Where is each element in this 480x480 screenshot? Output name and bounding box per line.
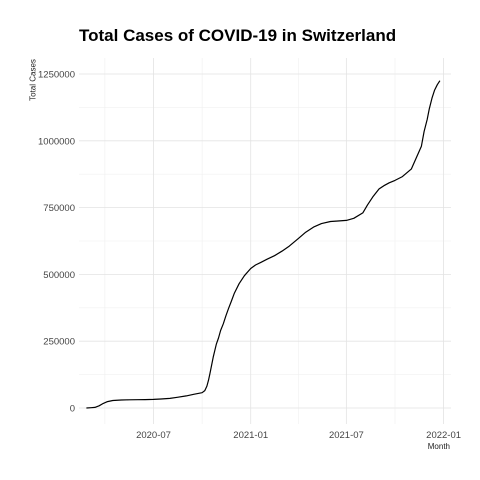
y-tick-label: 250000 xyxy=(43,337,75,348)
y-tick-label: 0 xyxy=(70,403,75,414)
x-tick-label: 2021-01 xyxy=(233,430,268,441)
y-tick-label: 750000 xyxy=(43,203,75,214)
x-tick-label: 2021-07 xyxy=(329,430,364,441)
y-tick-label: 1000000 xyxy=(38,136,75,147)
x-tick-label: 2022-01 xyxy=(426,430,461,441)
x-tick-label: 2020-07 xyxy=(136,430,171,441)
chart-title: Total Cases of COVID-19 in Switzerland xyxy=(79,26,397,45)
x-axis-title: Month xyxy=(427,442,450,451)
y-tick-label: 1250000 xyxy=(38,70,75,81)
series-line-0 xyxy=(86,80,441,409)
y-tick-label: 500000 xyxy=(43,270,75,281)
